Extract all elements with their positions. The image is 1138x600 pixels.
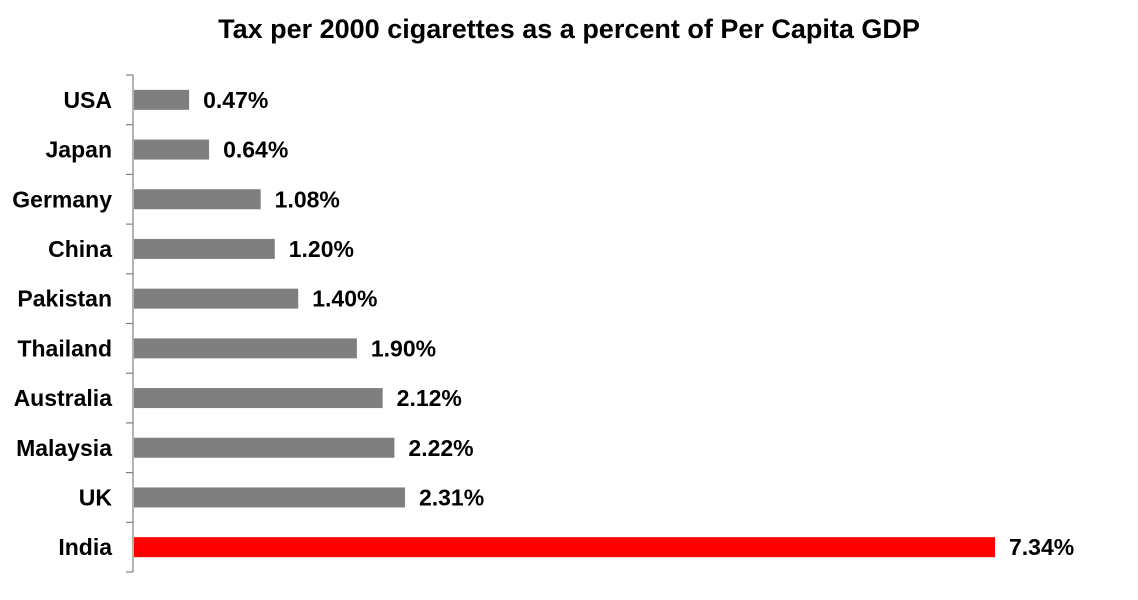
value-label: 2.12% — [397, 385, 462, 411]
value-label: 2.31% — [419, 484, 484, 510]
category-label: Malaysia — [16, 435, 112, 461]
labels: USA 0.47% Japan 0.64% Germany 1.08% China 1.20%… — [12, 87, 1074, 560]
value-label: 1.90% — [371, 335, 436, 361]
bar-india — [134, 537, 995, 558]
category-label: UK — [79, 484, 113, 510]
bar-china — [134, 238, 275, 259]
chart-title: Tax per 2000 cigarettes as a percent of … — [218, 14, 920, 44]
value-label: 7.34% — [1009, 534, 1074, 560]
value-label: 0.47% — [203, 87, 268, 113]
category-label: India — [58, 534, 112, 560]
category-label: USA — [63, 87, 112, 113]
category-label: Germany — [12, 186, 112, 212]
bar-germany — [134, 189, 261, 210]
bar-thailand — [134, 338, 357, 359]
category-label: China — [48, 236, 112, 262]
bar-pakistan — [134, 288, 299, 309]
bar-australia — [134, 388, 383, 409]
value-label: 1.20% — [289, 236, 354, 262]
bar-usa — [134, 89, 190, 110]
category-label: Australia — [14, 385, 113, 411]
category-label: Pakistan — [17, 286, 112, 312]
bar-malaysia — [134, 437, 395, 458]
bars — [134, 89, 995, 558]
bar-uk — [134, 487, 405, 508]
bar-japan — [134, 139, 210, 160]
category-label: Japan — [46, 137, 112, 163]
value-label: 2.22% — [408, 435, 473, 461]
category-label: Thailand — [17, 335, 112, 361]
y-axis — [126, 74, 134, 573]
value-label: 1.08% — [275, 186, 340, 212]
value-label: 1.40% — [312, 286, 377, 312]
value-label: 0.64% — [223, 137, 288, 163]
